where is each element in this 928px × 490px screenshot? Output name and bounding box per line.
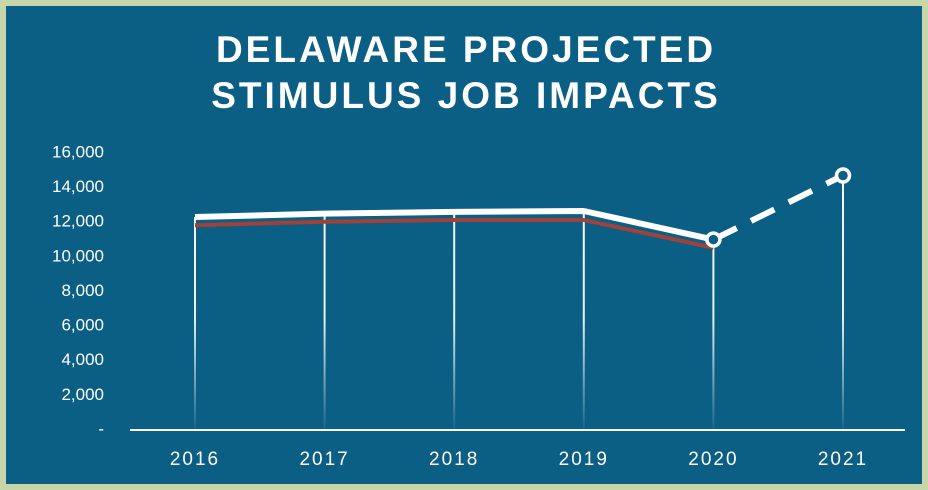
y-tick-label: 2,000 (61, 385, 104, 404)
y-tick-label: 4,000 (61, 350, 104, 369)
x-tick-label: 2021 (818, 449, 868, 470)
x-tick-label: 2016 (170, 449, 220, 470)
y-tick-label: 12,000 (52, 212, 104, 231)
line (194, 207, 715, 243)
y-tick-label: - (98, 419, 104, 438)
point (834, 167, 852, 184)
line (194, 218, 714, 250)
y-tick-label: 6,000 (61, 316, 104, 335)
projected-line (712, 172, 845, 243)
y-tick-label: 10,000 (52, 246, 104, 265)
chart-title: STIMULUS JOB IMPACTS (211, 75, 721, 116)
y-tick-label: 8,000 (61, 281, 104, 300)
point (705, 231, 722, 248)
x-tick-label: 2018 (429, 449, 479, 470)
y-tick-label: 14,000 (52, 177, 104, 196)
chart-title: DELAWARE PROJECTED (216, 29, 716, 70)
y-tick-label: 16,000 (52, 142, 104, 161)
x-tick-label: 2020 (688, 449, 738, 470)
x-tick-label: 2019 (559, 449, 609, 470)
x-tick-label: 2017 (299, 449, 349, 470)
